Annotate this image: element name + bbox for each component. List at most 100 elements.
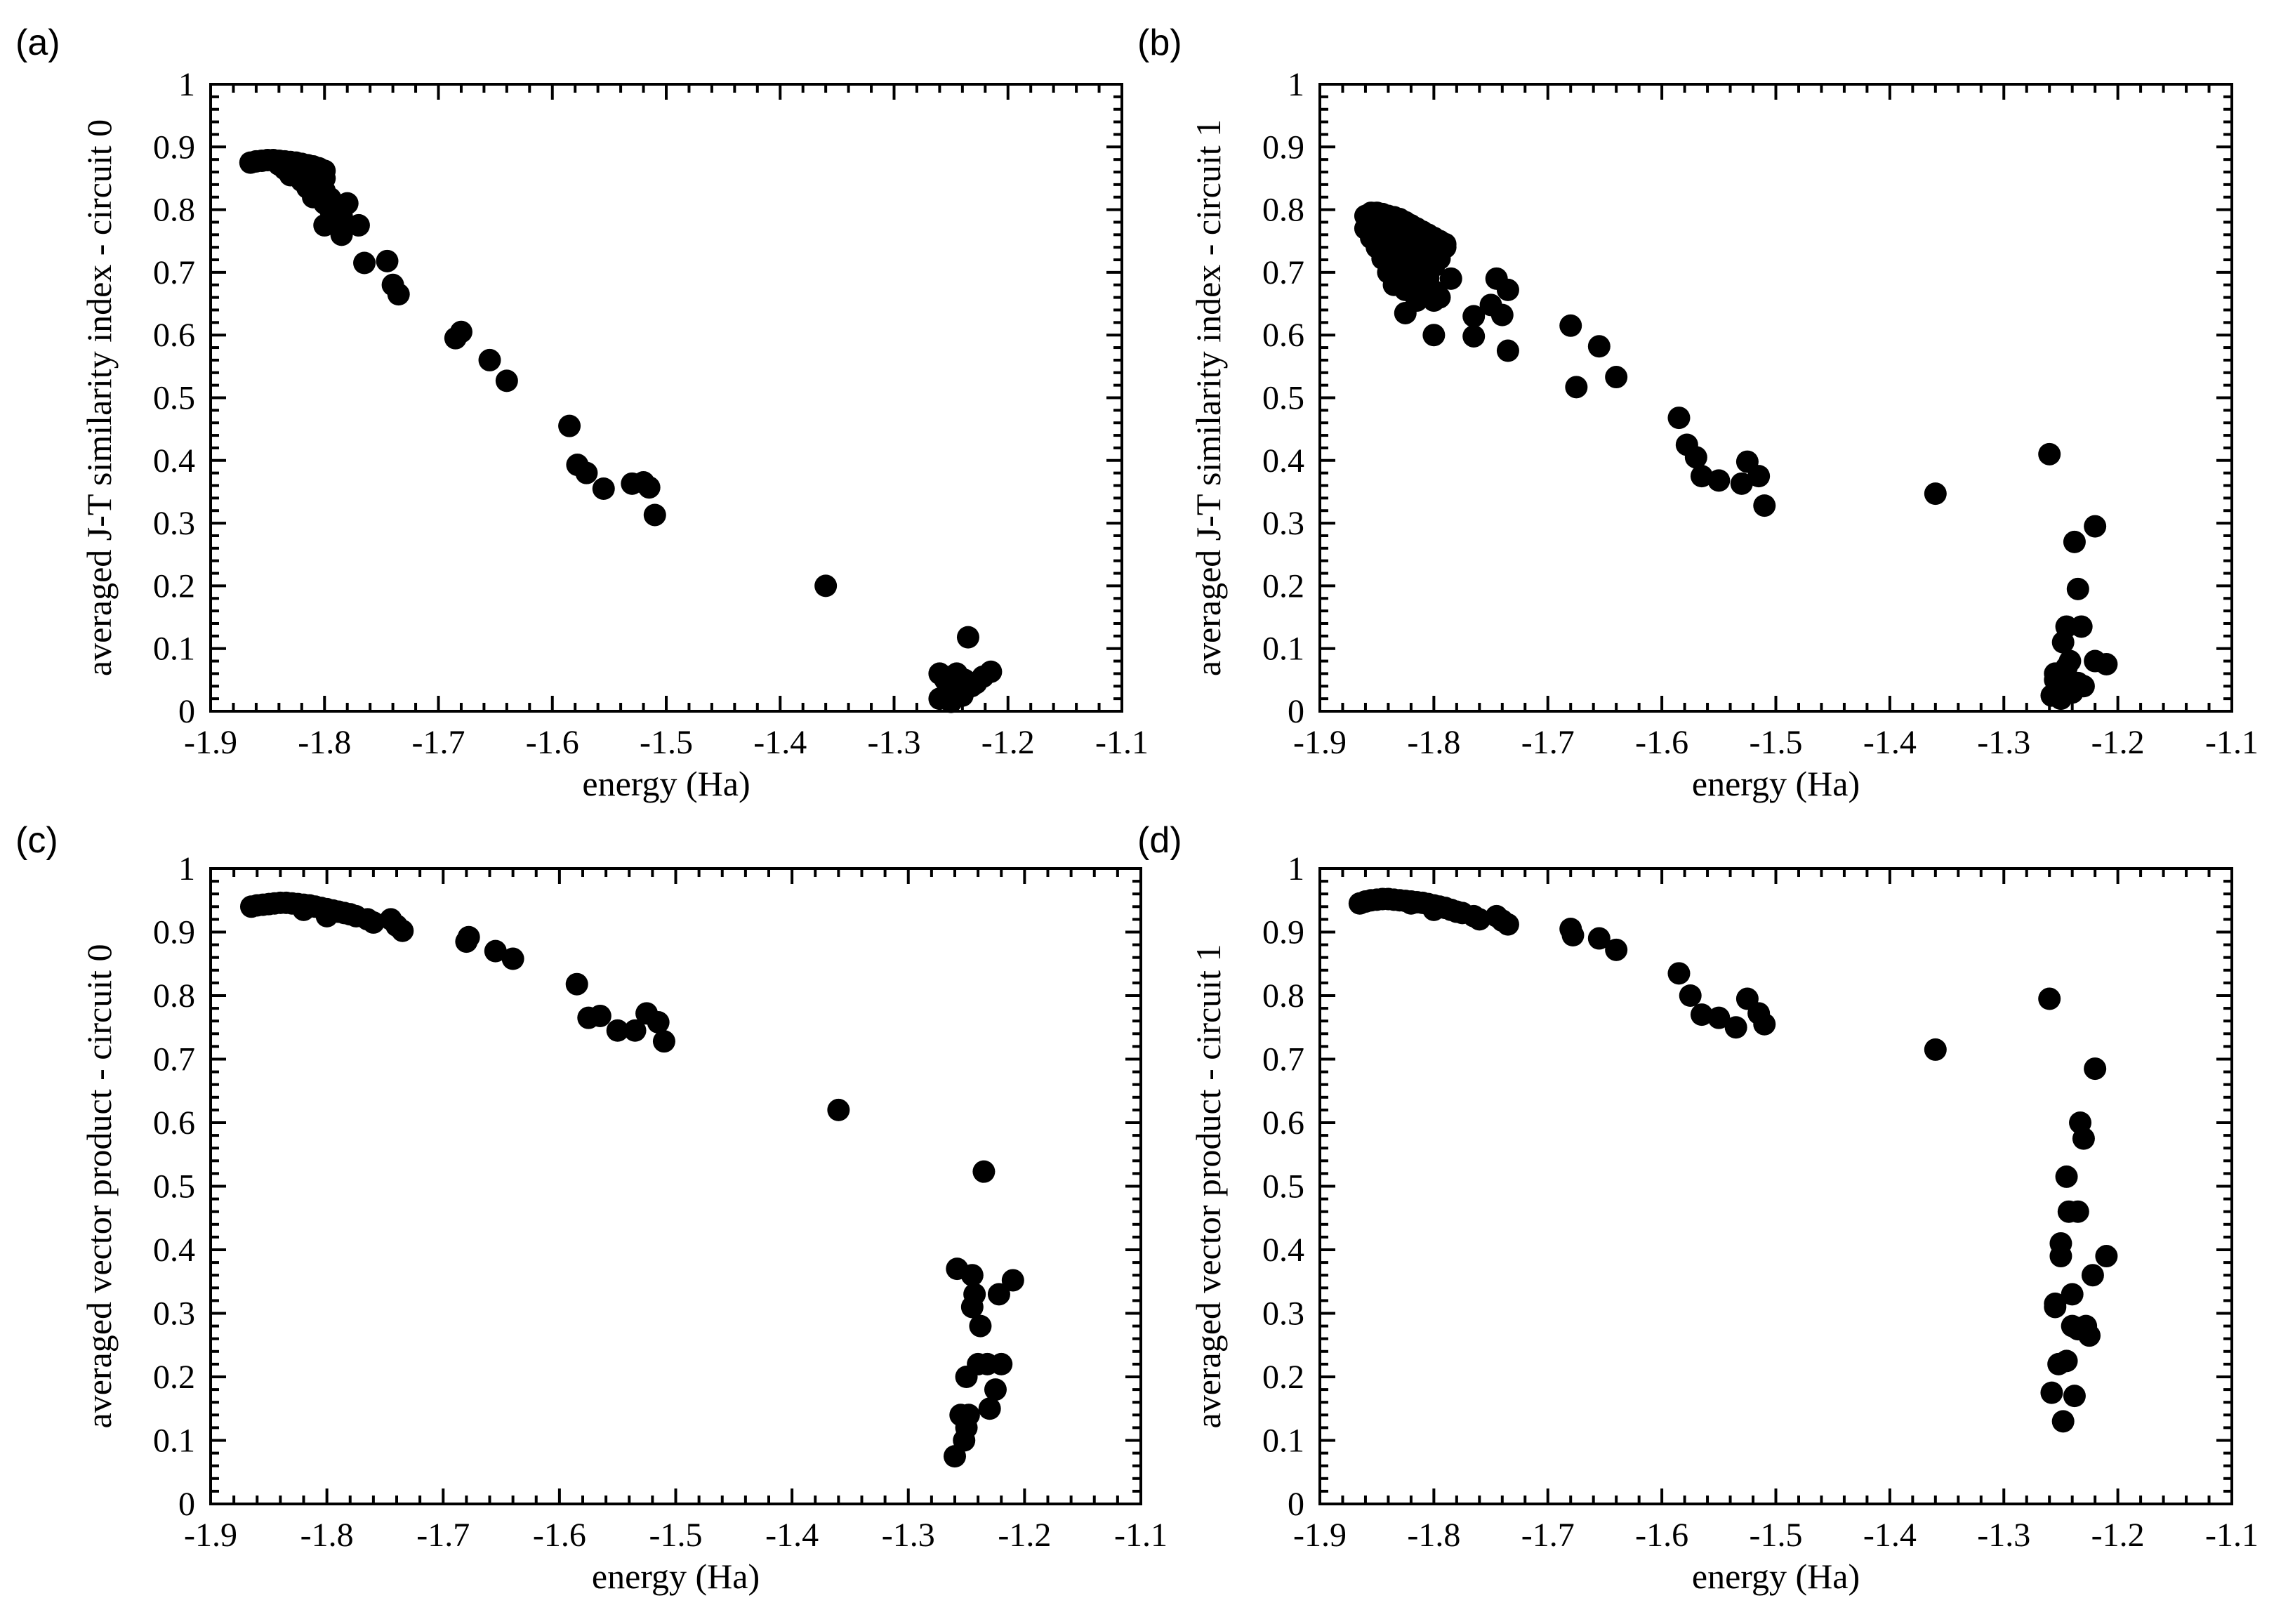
y-tick-label: 0.5 xyxy=(153,380,195,417)
x-tick-label: -1.6 xyxy=(533,1517,586,1554)
y-axis-label: averaged J-T similarity index - circuit … xyxy=(1189,119,1228,676)
scatter-point xyxy=(2070,615,2093,638)
scatter-point xyxy=(2055,656,2078,679)
y-tick-label: 0.3 xyxy=(1262,505,1304,542)
scatter-point xyxy=(1406,289,1429,312)
scatter-point xyxy=(484,939,507,963)
x-tick-label: -1.3 xyxy=(1977,724,2030,761)
scatter-point xyxy=(1707,1006,1731,1029)
scatter-point xyxy=(1496,278,1519,301)
scatter-point xyxy=(1684,446,1707,469)
y-tick-label: 0.5 xyxy=(1262,380,1304,417)
scatter-point xyxy=(1753,494,1776,517)
y-tick-label: 0.6 xyxy=(153,1104,195,1142)
scatter-point xyxy=(1747,465,1771,488)
x-tick-label: -1.4 xyxy=(1863,1517,1917,1554)
scatter-point xyxy=(1724,1016,1747,1039)
x-axis-label: energy (Ha) xyxy=(1692,764,1860,803)
plot-frame xyxy=(209,867,1142,1505)
x-tick-label: -1.8 xyxy=(1407,1517,1460,1554)
scatter-point xyxy=(2051,1410,2075,1433)
scatter-point xyxy=(2055,1349,2078,1373)
scatter-point xyxy=(449,320,472,343)
y-tick-label: 0.9 xyxy=(1262,128,1304,166)
y-tick-label: 0.7 xyxy=(1262,254,1304,291)
scatter-point xyxy=(313,213,336,237)
scatter-point xyxy=(1924,1038,1947,1061)
y-tick-label: 0.9 xyxy=(153,914,195,951)
y-tick-label: 0.4 xyxy=(153,1232,195,1269)
y-tick-label: 0.8 xyxy=(153,977,195,1015)
panel-label: (d) xyxy=(1137,820,1182,861)
x-axis-label: energy (Ha) xyxy=(1692,1557,1860,1596)
x-tick-label: -1.8 xyxy=(298,724,351,761)
scatter-point xyxy=(1496,913,1519,936)
panel-c: (c) -1.9 -1.8 -1.7 -1.6 -1.5 -1.4 -1.3 -1.2 -1.1… xyxy=(15,820,1168,1596)
x-tick-label: -1.5 xyxy=(649,1517,703,1554)
y-tick-label: 0.8 xyxy=(153,192,195,229)
scatter-point xyxy=(1667,962,1691,985)
y-tick-label: 0.8 xyxy=(1262,977,1304,1015)
x-tick-label: -1.9 xyxy=(1293,1517,1347,1554)
scatter-point xyxy=(1428,286,1451,309)
y-tick-label: 0.1 xyxy=(1262,1422,1304,1460)
y-tick-label: 0.3 xyxy=(153,1295,195,1333)
scatter-point xyxy=(2078,1324,2101,1347)
scatter-point xyxy=(1462,324,1486,348)
scatter-point xyxy=(1690,1003,1713,1026)
x-tick-label: -1.3 xyxy=(868,724,921,761)
scatter-point xyxy=(978,1397,1001,1420)
y-tick-labels: 0 0.1 0.2 0.3 0.4 0.5 0.6 0.7 0.8 0.9 1 xyxy=(153,850,195,1523)
scatter-point xyxy=(652,1030,675,1053)
scatter-point xyxy=(979,660,1003,683)
scatter-point xyxy=(984,1378,1007,1401)
scatter-point xyxy=(1468,908,1491,931)
scatter-point xyxy=(1565,376,1588,399)
y-tick-label: 0.7 xyxy=(1262,1041,1304,1078)
scatter-point xyxy=(643,503,666,527)
scatter-point xyxy=(2061,1283,2084,1306)
scatter-point xyxy=(960,675,983,698)
scatter-point xyxy=(495,369,518,392)
scatter-point xyxy=(1667,407,1691,430)
scatter-point xyxy=(1490,303,1514,326)
y-tick-label: 0.7 xyxy=(153,254,195,291)
y-tick-label: 0 xyxy=(178,693,195,730)
y-tick-label: 0.6 xyxy=(1262,1104,1304,1142)
scatter-point xyxy=(2095,653,2118,676)
x-tick-label: -1.1 xyxy=(1114,1517,1168,1554)
y-tick-label: 0.2 xyxy=(1262,567,1304,605)
y-tick-label: 0.1 xyxy=(153,631,195,668)
x-tick-label: -1.5 xyxy=(1750,1517,1803,1554)
scatter-point xyxy=(956,626,979,649)
scatter-point xyxy=(1561,924,1585,947)
scatter-point xyxy=(960,1264,984,1287)
x-tick-label: -1.8 xyxy=(300,1517,354,1554)
x-tick-label: -1.2 xyxy=(981,724,1035,761)
scatter-point xyxy=(336,192,359,215)
y-tick-labels: 0 0.1 0.2 0.3 0.4 0.5 0.6 0.7 0.8 0.9 1 xyxy=(1262,66,1304,730)
scatter-point xyxy=(1422,324,1446,347)
x-tick-label: -1.4 xyxy=(753,724,807,761)
y-tick-label: 0.4 xyxy=(1262,1232,1304,1269)
x-tick-labels: -1.9 -1.8 -1.7 -1.6 -1.5 -1.4 -1.3 -1.2 -1.1 xyxy=(184,724,1149,761)
y-tick-label: 0.5 xyxy=(153,1168,195,1206)
x-tick-label: -1.2 xyxy=(2091,724,2145,761)
scatter-point xyxy=(1417,267,1440,290)
panel-b: (b) -1.9 -1.8 -1.7 -1.6 -1.5 -1.4 -1.3 -1.2 -1.1… xyxy=(1137,22,2259,803)
scatter-point xyxy=(2081,1264,2104,1287)
x-axis-label: energy (Ha) xyxy=(592,1557,760,1596)
scatter-point xyxy=(969,1314,992,1338)
y-tick-label: 1 xyxy=(1288,850,1304,887)
scatter-point xyxy=(1924,482,1947,506)
scatter-point xyxy=(330,223,353,246)
scatter-point xyxy=(2038,987,2061,1010)
y-tick-label: 0.8 xyxy=(1262,192,1304,229)
scatter-point xyxy=(955,1366,978,1388)
scatter-point xyxy=(575,461,598,484)
scatter-point xyxy=(1730,472,1753,495)
scatter-point xyxy=(376,249,399,272)
scatter-point xyxy=(292,898,315,921)
scatter-point xyxy=(592,477,615,500)
